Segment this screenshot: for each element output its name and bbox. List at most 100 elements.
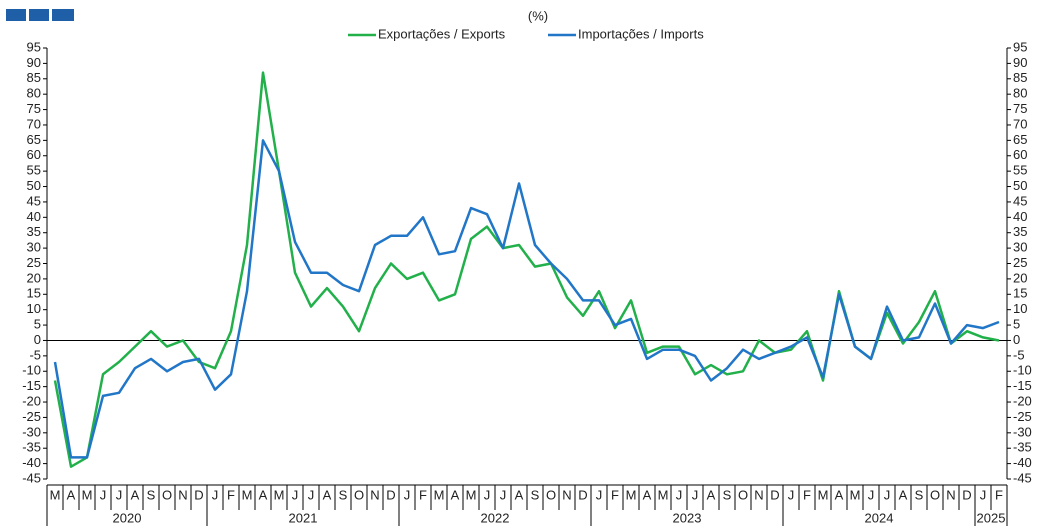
y-tick-label: 70	[27, 116, 41, 131]
x-tick-label: J	[868, 487, 875, 502]
y-tick-label: 45	[1013, 193, 1027, 208]
y-tick-label: 50	[27, 178, 41, 193]
y-tick-label: 95	[27, 39, 41, 54]
y-tick-label: 95	[1013, 39, 1027, 54]
y-tick-label: -5	[29, 347, 41, 362]
y-tick-label: -30	[1013, 424, 1032, 439]
y-tick-label: 30	[1013, 240, 1027, 255]
chart-subtitle: (%)	[528, 8, 548, 23]
y-tick-label: 20	[1013, 270, 1027, 285]
x-tick-label: A	[835, 487, 844, 502]
y-tick-label: 75	[27, 101, 41, 116]
x-tick-label: J	[484, 487, 491, 502]
y-tick-label: -15	[22, 378, 41, 393]
y-tick-label: 0	[34, 332, 41, 347]
y-tick-label: 35	[27, 224, 41, 239]
x-tick-label: J	[980, 487, 987, 502]
year-label: 2023	[673, 510, 702, 525]
x-tick-label: M	[466, 487, 477, 502]
x-tick-label: D	[194, 487, 203, 502]
x-tick-label: F	[227, 487, 235, 502]
x-tick-label: A	[451, 487, 460, 502]
x-tick-label: F	[611, 487, 619, 502]
y-tick-label: -10	[1013, 363, 1032, 378]
x-tick-label: M	[434, 487, 445, 502]
y-tick-label: -35	[22, 440, 41, 455]
x-tick-label: J	[116, 487, 123, 502]
x-tick-label: D	[386, 487, 395, 502]
x-tick-label: O	[546, 487, 556, 502]
x-tick-label: A	[131, 487, 140, 502]
y-tick-label: -20	[22, 393, 41, 408]
logo	[6, 9, 74, 21]
x-tick-label: M	[658, 487, 669, 502]
year-label: 2020	[113, 510, 142, 525]
x-tick-label: A	[259, 487, 268, 502]
x-tick-label: A	[67, 487, 76, 502]
year-label: 2022	[481, 510, 510, 525]
series-line	[53, 139, 1000, 459]
x-tick-label: S	[147, 487, 156, 502]
y-tick-label: -45	[22, 470, 41, 485]
x-tick-label: M	[50, 487, 61, 502]
x-tick-label: J	[308, 487, 315, 502]
x-tick-label: N	[562, 487, 571, 502]
legend-label: Exportações / Exports	[378, 26, 506, 41]
x-tick-label: S	[531, 487, 540, 502]
x-tick-label: J	[596, 487, 603, 502]
y-tick-label: 25	[27, 255, 41, 270]
y-tick-label: 60	[27, 147, 41, 162]
x-tick-label: O	[930, 487, 940, 502]
x-tick-label: F	[995, 487, 1003, 502]
x-tick-label: M	[626, 487, 637, 502]
year-label: 2024	[865, 510, 894, 525]
y-tick-label: 80	[27, 86, 41, 101]
x-tick-label: S	[915, 487, 924, 502]
x-tick-label: N	[754, 487, 763, 502]
y-tick-label: 5	[34, 317, 41, 332]
x-tick-label: M	[818, 487, 829, 502]
y-tick-label: 5	[1013, 317, 1020, 332]
x-tick-label: J	[404, 487, 411, 502]
y-tick-label: 40	[1013, 209, 1027, 224]
y-tick-label: 40	[27, 209, 41, 224]
y-tick-label: 45	[27, 193, 41, 208]
y-tick-label: -5	[1013, 347, 1025, 362]
y-tick-label: 90	[27, 55, 41, 70]
x-tick-label: S	[339, 487, 348, 502]
x-tick-label: J	[676, 487, 683, 502]
x-tick-label: J	[500, 487, 507, 502]
y-tick-label: -45	[1013, 470, 1032, 485]
x-tick-label: A	[515, 487, 524, 502]
y-tick-label: 55	[1013, 163, 1027, 178]
x-tick-label: O	[354, 487, 364, 502]
x-tick-label: M	[274, 487, 285, 502]
x-tick-label: N	[370, 487, 379, 502]
x-tick-label: S	[723, 487, 732, 502]
x-tick-label: J	[692, 487, 699, 502]
y-tick-label: -20	[1013, 393, 1032, 408]
x-tick-label: F	[803, 487, 811, 502]
x-tick-label: M	[850, 487, 861, 502]
x-tick-label: O	[738, 487, 748, 502]
y-tick-label: 85	[27, 70, 41, 85]
y-tick-label: -25	[22, 409, 41, 424]
y-tick-label: -40	[22, 455, 41, 470]
y-tick-label: -40	[1013, 455, 1032, 470]
x-tick-label: A	[899, 487, 908, 502]
y-tick-label: 0	[1013, 332, 1020, 347]
x-tick-label: F	[419, 487, 427, 502]
x-tick-label: D	[770, 487, 779, 502]
x-tick-label: A	[323, 487, 332, 502]
year-label: 2021	[289, 510, 318, 525]
y-tick-label: 90	[1013, 55, 1027, 70]
x-tick-label: D	[578, 487, 587, 502]
x-tick-label: J	[212, 487, 219, 502]
x-tick-label: J	[100, 487, 107, 502]
y-tick-label: 25	[1013, 255, 1027, 270]
x-tick-label: M	[242, 487, 253, 502]
y-tick-label: 80	[1013, 86, 1027, 101]
y-tick-label: 35	[1013, 224, 1027, 239]
